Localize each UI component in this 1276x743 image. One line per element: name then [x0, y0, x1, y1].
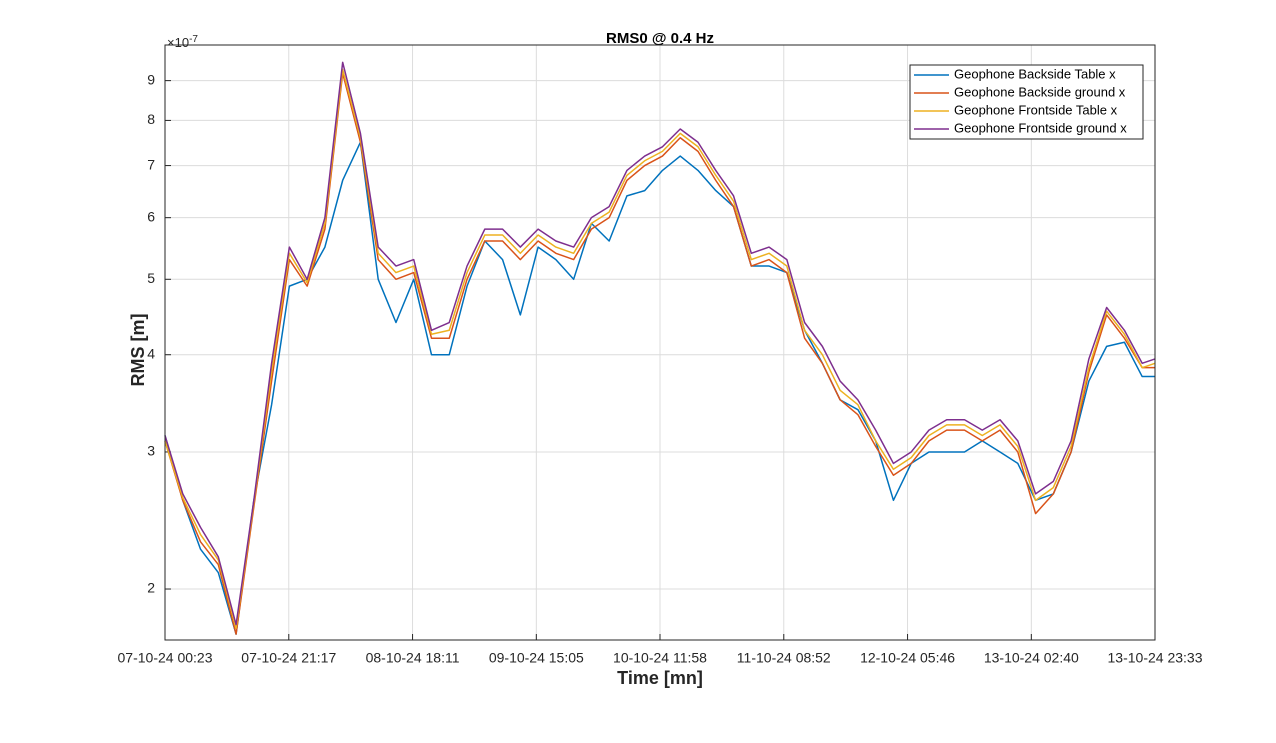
y-multiplier-exponent: -7: [189, 34, 198, 45]
x-tick-label: 10-10-24 11:58: [613, 650, 707, 666]
y-tick-label: 3: [147, 443, 155, 459]
x-axis-label: Time [mn]: [617, 668, 703, 688]
y-axis-label: RMS [m]: [128, 314, 148, 387]
y-multiplier-base: ×10: [167, 35, 189, 50]
y-tick-label: 9: [147, 71, 155, 87]
x-tick-label: 12-10-24 05:46: [860, 650, 955, 666]
legend-label: Geophone Frontside ground x: [954, 120, 1127, 135]
x-tick-label: 13-10-24 23:33: [1108, 650, 1203, 666]
y-tick-label: 6: [147, 208, 155, 224]
legend-label: Geophone Frontside Table x: [954, 102, 1118, 117]
x-tick-label: 11-10-24 08:52: [737, 650, 831, 666]
legend-label: Geophone Backside ground x: [954, 84, 1126, 99]
legend: Geophone Backside Table x Geophone Backsi…: [909, 64, 1144, 140]
x-tick-label: 07-10-24 00:23: [118, 650, 213, 666]
y-tick-label: 2: [147, 580, 155, 596]
y-tick-label: 8: [147, 111, 155, 127]
y-multiplier: ×10-7: [167, 34, 198, 51]
x-tick-label: 13-10-24 02:40: [984, 650, 1079, 666]
y-tick-label: 7: [147, 156, 155, 172]
axes-box: [164, 44, 1156, 641]
chart-title: RMS0 @ 0.4 Hz: [606, 30, 714, 47]
legend-label: Geophone Backside Table x: [954, 66, 1116, 81]
x-tick-label: 08-10-24 18:11: [366, 650, 460, 666]
y-tick-label: 5: [147, 270, 155, 286]
legend-box: [909, 64, 1144, 140]
x-tick-label: 07-10-24 21:17: [241, 650, 336, 666]
x-tick-label: 09-10-24 15:05: [489, 650, 584, 666]
series-line: [164, 61, 1156, 626]
series-line: [164, 141, 1155, 635]
y-tick-label: 4: [147, 345, 155, 361]
